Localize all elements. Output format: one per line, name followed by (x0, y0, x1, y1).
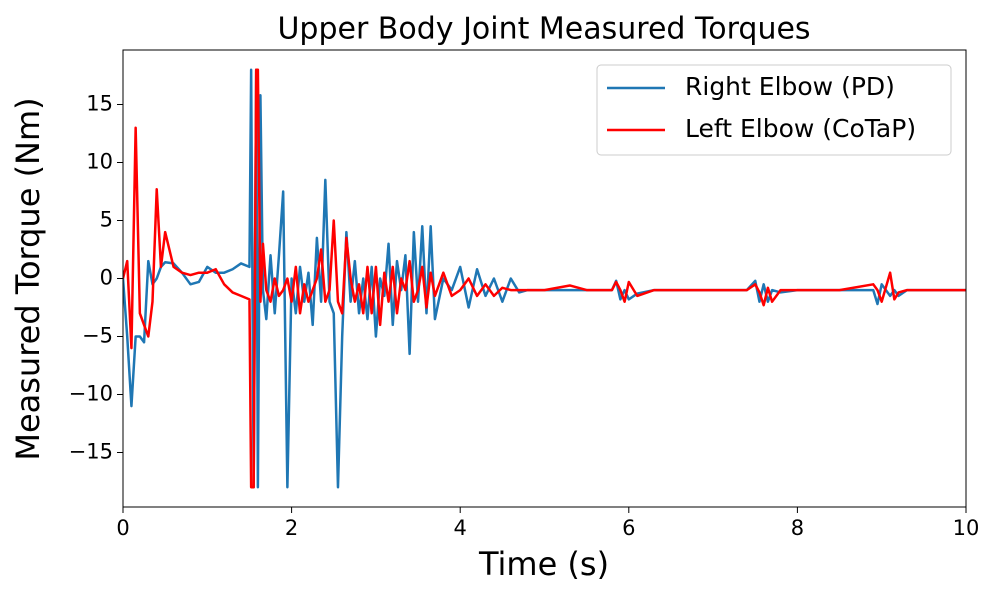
x-tick-label: 4 (454, 516, 467, 540)
y-tick-label: 5 (100, 208, 113, 232)
legend-box (596, 64, 952, 156)
y-tick-label: −15 (69, 439, 113, 463)
chart-title: Upper Body Joint Measured Torques (277, 12, 810, 47)
legend-label: Left Elbow (CoTaP) (685, 114, 916, 143)
x-axis-label: Time (s) (478, 545, 609, 583)
legend-label: Right Elbow (PD) (685, 72, 895, 101)
plot-lines (123, 68, 966, 489)
y-tick-label: 15 (86, 92, 113, 116)
x-tick-label: 8 (791, 516, 804, 540)
y-tick-label: 10 (86, 150, 113, 174)
y-tick-label: 0 (100, 266, 113, 290)
x-tick-label: 10 (953, 516, 980, 540)
y-tick-label: −5 (82, 323, 113, 347)
series-line (123, 68, 966, 489)
y-axis-label: Measured Torque (Nm) (9, 97, 47, 460)
x-tick-label: 0 (116, 516, 129, 540)
x-tick-label: 6 (622, 516, 635, 540)
x-tick-label: 2 (285, 516, 298, 540)
y-tick-label: −10 (69, 381, 113, 405)
